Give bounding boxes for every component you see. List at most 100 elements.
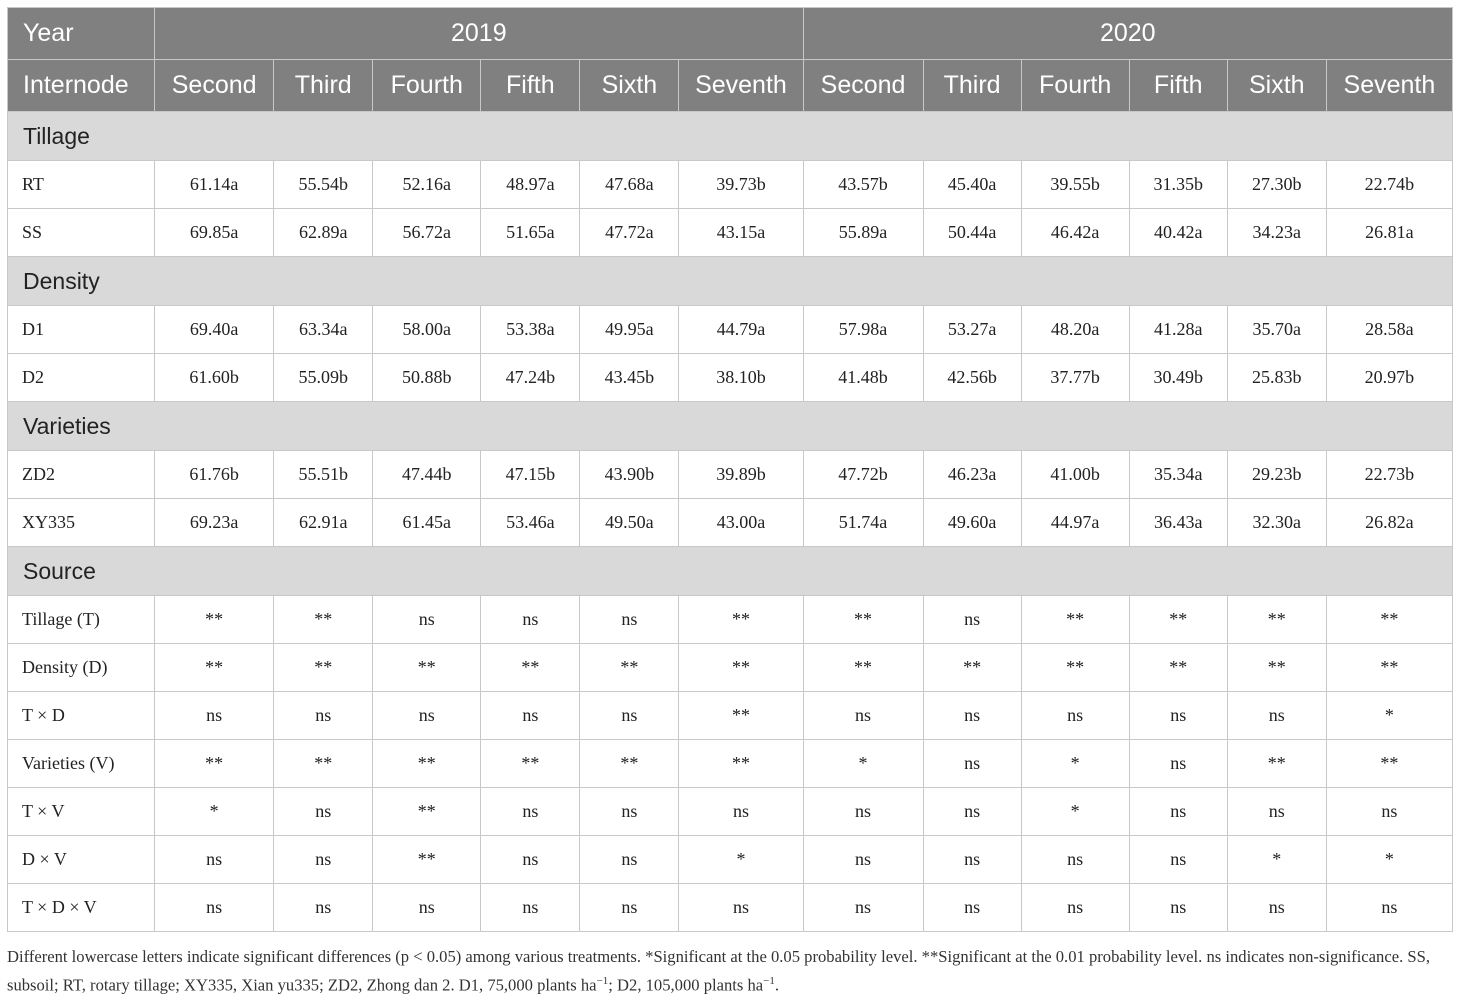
row-label: Density (D): [6, 643, 156, 692]
table-row: Density (D) ** ** ** ** ** ** ** ** ** ** ** **: [6, 643, 1454, 692]
table-cell: *: [1325, 835, 1454, 884]
footnote-text-c: .: [774, 975, 780, 995]
internode-header-cell: Seventh: [1325, 59, 1454, 112]
table-cell: ns: [1020, 691, 1130, 740]
table-cell: **: [372, 643, 482, 692]
table-cell: ns: [1128, 739, 1228, 788]
table-cell: 55.51b: [273, 450, 374, 499]
table-cell: ns: [1226, 787, 1327, 836]
row-label: XY335: [6, 498, 156, 547]
year-header-label: Year: [6, 7, 156, 60]
internode-header-cell: Third: [273, 59, 374, 112]
table-cell: 27.30b: [1226, 160, 1327, 209]
table-row: Varieties (V) ** ** ** ** ** ** * ns * ns ** **: [6, 739, 1454, 788]
table-cell: 61.76b: [154, 450, 275, 499]
table-cell: 32.30a: [1226, 498, 1327, 547]
table-cell: 63.34a: [273, 305, 374, 354]
table-cell: **: [1020, 595, 1130, 644]
table-cell: 29.23b: [1226, 450, 1327, 499]
table-cell: 61.14a: [154, 160, 275, 209]
table-cell: ns: [1325, 787, 1454, 836]
table-cell: ns: [480, 835, 581, 884]
table-cell: ns: [154, 835, 275, 884]
table-cell: 41.00b: [1020, 450, 1130, 499]
table-cell: 53.27a: [922, 305, 1022, 354]
table-cell: ns: [579, 787, 680, 836]
table-cell: **: [1226, 739, 1327, 788]
table-cell: 35.34a: [1128, 450, 1228, 499]
table-cell: *: [802, 739, 924, 788]
table-cell: ns: [1226, 883, 1327, 932]
table-cell: ns: [372, 883, 482, 932]
internode-header-cell: Second: [154, 59, 275, 112]
table-cell: **: [678, 643, 804, 692]
section-header-row: Tillage: [7, 111, 1453, 161]
table-cell: 22.74b: [1325, 160, 1454, 209]
table-cell: 58.00a: [372, 305, 482, 354]
section-title: Source: [7, 546, 1453, 596]
table-cell: *: [678, 835, 804, 884]
table-cell: 61.60b: [154, 353, 275, 402]
internode-header-cell: Fourth: [1020, 59, 1130, 112]
internode-header-cell: Third: [922, 59, 1022, 112]
table-cell: ns: [273, 691, 374, 740]
table-cell: 46.23a: [922, 450, 1022, 499]
table-footnote: Different lowercase letters indicate sig…: [7, 944, 1453, 998]
table-cell: 55.54b: [273, 160, 374, 209]
table-cell: 46.42a: [1020, 208, 1130, 257]
table-cell: ns: [678, 787, 804, 836]
table-cell: ns: [480, 787, 581, 836]
internode-header-row: Internode Second Third Fourth Fifth Sixt…: [6, 59, 1454, 112]
table-cell: ns: [1128, 691, 1228, 740]
year-header-2019: 2019: [154, 7, 804, 60]
table-cell: ns: [802, 883, 924, 932]
table-cell: 42.56b: [922, 353, 1022, 402]
table-cell: 34.23a: [1226, 208, 1327, 257]
table-cell: 51.74a: [802, 498, 924, 547]
table-cell: ns: [922, 835, 1022, 884]
section-header-row: Density: [7, 256, 1453, 306]
section-title: Density: [7, 256, 1453, 306]
table-cell: **: [372, 787, 482, 836]
table-cell: 61.45a: [372, 498, 482, 547]
table-cell: 62.89a: [273, 208, 374, 257]
internode-data-table: Year 2019 2020 Internode Second Third Fo…: [6, 7, 1454, 932]
table-cell: 47.24b: [480, 353, 581, 402]
table-cell: ns: [579, 835, 680, 884]
table-row: ZD2 61.76b 55.51b 47.44b 47.15b 43.90b 39.89b 4…: [6, 450, 1454, 499]
table-cell: ns: [922, 691, 1022, 740]
table-cell: ns: [1128, 883, 1228, 932]
table-cell: 26.81a: [1325, 208, 1454, 257]
table-cell: 53.46a: [480, 498, 581, 547]
table-cell: ns: [1020, 835, 1130, 884]
table-cell: 36.43a: [1128, 498, 1228, 547]
table-cell: **: [1325, 643, 1454, 692]
table-cell: **: [273, 595, 374, 644]
table-cell: ns: [154, 691, 275, 740]
table-cell: **: [802, 595, 924, 644]
table-cell: 30.49b: [1128, 353, 1228, 402]
table-cell: ns: [1226, 691, 1327, 740]
table-cell: 25.83b: [1226, 353, 1327, 402]
table-row: XY335 69.23a 62.91a 61.45a 53.46a 49.50a 43.00…: [6, 498, 1454, 547]
table-cell: ns: [273, 883, 374, 932]
section-header-row: Varieties: [7, 401, 1453, 451]
table-cell: ns: [922, 595, 1022, 644]
row-label: SS: [6, 208, 156, 257]
table-row: D2 61.60b 55.09b 50.88b 47.24b 43.45b 38.10b 41…: [6, 353, 1454, 402]
table-cell: 47.44b: [372, 450, 482, 499]
table-cell: ns: [480, 883, 581, 932]
table-cell: **: [1325, 595, 1454, 644]
table-cell: ns: [1128, 787, 1228, 836]
table-cell: **: [372, 835, 482, 884]
table-cell: **: [1325, 739, 1454, 788]
table-cell: **: [1226, 643, 1327, 692]
table-cell: ns: [480, 691, 581, 740]
table-cell: ns: [579, 691, 680, 740]
table-cell: 38.10b: [678, 353, 804, 402]
table-cell: ns: [802, 787, 924, 836]
table-cell: 39.73b: [678, 160, 804, 209]
internode-header-cell: Sixth: [579, 59, 680, 112]
table-cell: 50.88b: [372, 353, 482, 402]
